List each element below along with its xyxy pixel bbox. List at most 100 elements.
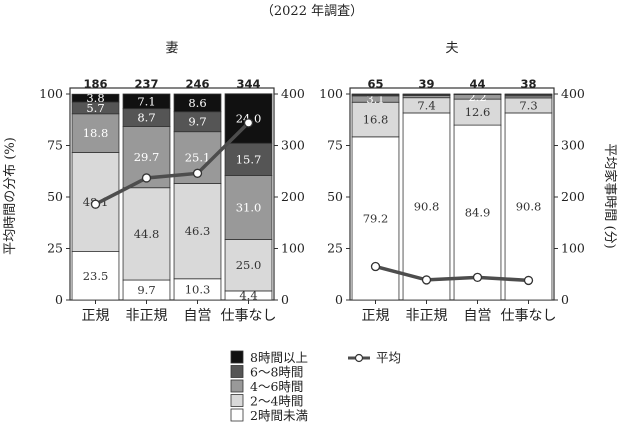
right-tick-label: 200 <box>281 189 305 204</box>
left-tick-label: 25 <box>47 241 63 256</box>
bar-segment <box>351 101 400 138</box>
right-tick-label: 100 <box>281 241 305 256</box>
segment-label: 29.7 <box>134 150 160 164</box>
category-label: 非正規 <box>126 308 168 324</box>
average-value-label: 65 <box>367 77 383 91</box>
left-tick-label: 100 <box>39 86 63 101</box>
average-value-label: 186 <box>83 77 107 91</box>
segment-label: 7.4 <box>417 98 435 112</box>
average-point <box>370 261 381 272</box>
segment-label: 9.7 <box>188 115 206 129</box>
average-value-label: 44 <box>469 77 485 91</box>
survey-year-note: （2022 年調査） <box>261 4 363 19</box>
segment-label: 12.6 <box>465 105 491 119</box>
left-tick-label: 50 <box>47 189 63 204</box>
panel-title: 夫 <box>445 41 458 56</box>
segment-label: 18.8 <box>83 126 109 140</box>
right-tick-label: 300 <box>281 138 305 153</box>
right-tick-label: 100 <box>561 241 585 256</box>
panel-title: 妻 <box>165 41 178 56</box>
average-value-label: 246 <box>185 77 209 91</box>
average-value-label: 38 <box>520 77 536 91</box>
legend-item-label: 4～6時間 <box>250 379 303 394</box>
bar-segment <box>453 124 502 301</box>
bar-segment <box>351 136 400 301</box>
segment-label: 46.3 <box>185 224 211 238</box>
right-axis-label: 平均家事時間 (分) <box>602 143 618 248</box>
segment-label: 84.9 <box>465 206 491 220</box>
average-line <box>375 264 529 283</box>
bar-segment <box>402 112 451 301</box>
bar-segment <box>224 142 273 176</box>
left-tick-label: 75 <box>47 138 63 153</box>
segment-label: 10.3 <box>185 282 211 296</box>
bar-segment <box>71 251 120 301</box>
category-label: 仕事なし <box>221 308 277 324</box>
average-point <box>90 199 101 209</box>
legend-swatch <box>230 365 244 378</box>
segment-label: 3.8 <box>86 91 104 105</box>
bar-segment <box>402 93 451 96</box>
bar-segment <box>71 113 120 153</box>
segment-label: 79.2 <box>363 211 389 225</box>
segment-label: 15.7 <box>236 152 262 166</box>
average-point <box>523 275 534 286</box>
panel-husband: 夫 0 25 50 75 100 0 100 200 300 400 正規 非正規 自営 仕事なし 79.2 1… <box>319 41 585 324</box>
right-tick-label: 400 <box>281 86 305 101</box>
right-tick-label: 0 <box>281 292 289 307</box>
bar-segment <box>122 187 171 281</box>
average-value-label: 237 <box>134 77 158 91</box>
category-label: 正規 <box>82 308 110 324</box>
bar-segment <box>71 93 120 103</box>
left-tick-label: 0 <box>55 292 63 307</box>
legend-item-label: 6～8時間 <box>250 365 303 380</box>
average-point <box>141 173 152 183</box>
panel-frame <box>69 87 275 301</box>
segment-label: 23.5 <box>83 269 109 283</box>
right-tick-label: 0 <box>561 292 569 307</box>
legend-average-label: 平均 <box>376 350 401 365</box>
average-point <box>472 272 483 282</box>
average-line <box>94 121 250 206</box>
legend-swatch <box>230 408 244 422</box>
segment-label: 7.3 <box>519 98 537 112</box>
right-tick-label: 200 <box>561 189 585 204</box>
legend-swatch <box>230 379 244 393</box>
panel-frame <box>349 87 555 301</box>
legend-item-label: 2時間未満 <box>250 408 308 423</box>
average-point <box>243 118 254 128</box>
right-tick-label: 300 <box>561 138 585 153</box>
right-tick-label: 400 <box>561 86 585 101</box>
segment-label: 5.7 <box>86 101 104 115</box>
segment-label: 44.8 <box>134 227 160 241</box>
bar-segment <box>122 93 171 110</box>
category-label: 仕事なし <box>501 308 557 324</box>
segment-label: 7.1 <box>137 94 155 108</box>
segment-label: 90.8 <box>414 199 440 213</box>
segment-label: 2.2 <box>468 90 486 104</box>
segment-label: 8.6 <box>188 96 206 110</box>
bar-segment <box>453 98 502 126</box>
category-label: 非正規 <box>406 308 448 324</box>
left-tick-label: 75 <box>327 138 343 153</box>
left-tick-label: 0 <box>335 292 343 307</box>
legend-swatch <box>230 394 244 407</box>
bar-segment <box>504 93 553 96</box>
segment-label: 16.8 <box>363 113 389 127</box>
bar-segment <box>173 183 222 280</box>
segment-label: 25.0 <box>236 258 262 272</box>
average-point <box>421 275 432 285</box>
bar-segment <box>224 239 273 292</box>
bar-segment <box>173 93 222 113</box>
left-tick-label: 100 <box>319 86 343 101</box>
segment-label: 8.7 <box>137 111 155 125</box>
category-label: 自営 <box>464 308 492 324</box>
legend-average-marker <box>354 353 364 363</box>
legend-item-label: 8時間以上 <box>250 350 308 365</box>
left-tick-label: 50 <box>327 189 343 204</box>
legend-swatch <box>230 350 244 364</box>
left-tick-label: 25 <box>327 241 343 256</box>
average-value-label: 39 <box>418 77 434 91</box>
